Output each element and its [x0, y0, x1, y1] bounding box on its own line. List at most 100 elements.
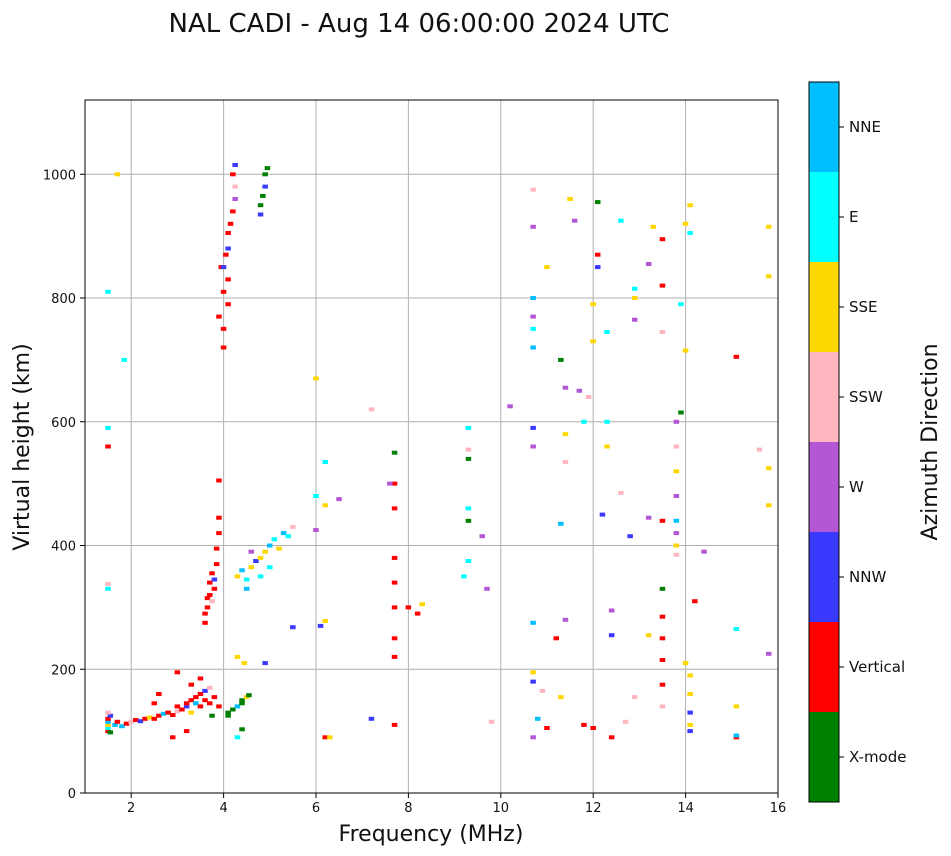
data-point [322, 619, 328, 623]
data-point [257, 212, 264, 217]
data-point [530, 326, 536, 331]
data-point [322, 735, 328, 740]
data-point [419, 602, 425, 607]
data-point [465, 506, 472, 511]
data-point [193, 695, 199, 700]
data-point [530, 425, 536, 430]
y-axis-ticks: 0 200 400 600 800 1000 [43, 168, 85, 802]
data-point [207, 580, 213, 585]
data-point [595, 265, 601, 270]
data-point [530, 620, 536, 625]
data-point [197, 676, 204, 681]
data-point [230, 172, 236, 177]
data-point [608, 633, 615, 638]
data-point [590, 339, 596, 344]
data-point [581, 722, 587, 727]
data-point [137, 719, 144, 724]
colorbar-label: NNE [849, 118, 881, 136]
data-point [571, 218, 578, 223]
data-point [225, 302, 231, 307]
data-point [405, 605, 412, 610]
data-point [285, 534, 291, 539]
data-point [225, 231, 231, 235]
data-point [618, 218, 624, 223]
data-point [678, 302, 684, 307]
data-point [562, 432, 569, 437]
data-point [213, 562, 220, 567]
data-point [151, 701, 157, 706]
data-point [225, 277, 231, 282]
data-point [105, 581, 111, 586]
data-point [207, 701, 213, 706]
data-point [659, 658, 666, 662]
data-point [202, 688, 208, 693]
data-point [232, 184, 238, 189]
data-point [595, 252, 601, 257]
plot-frame [84, 99, 779, 794]
data-point [558, 521, 564, 526]
data-point [544, 726, 550, 730]
y-tick-label: 200 [51, 663, 76, 678]
data-point [687, 729, 693, 734]
y-tick-label: 1000 [43, 168, 76, 183]
data-point [114, 172, 121, 177]
data-point [567, 197, 573, 201]
data-point [105, 716, 111, 721]
data-point [599, 512, 606, 517]
data-point [105, 586, 111, 591]
data-point [264, 166, 271, 171]
data-point [105, 289, 111, 294]
data-point [174, 670, 181, 675]
data-point [234, 574, 241, 579]
data-point [211, 695, 218, 700]
data-point [733, 354, 740, 359]
data-point [645, 262, 652, 266]
data-point [193, 701, 199, 706]
data-point [530, 187, 536, 192]
data-point [114, 719, 121, 724]
data-point [673, 494, 680, 498]
data-point [232, 197, 238, 201]
data-point [267, 565, 273, 570]
colorbar-label: E [849, 208, 858, 226]
data-point [687, 673, 693, 678]
data-point [368, 407, 375, 412]
data-point [391, 580, 398, 585]
data-point [585, 395, 592, 399]
data-point [220, 326, 227, 331]
data-point [211, 586, 218, 591]
data-point [558, 695, 564, 700]
data-point [107, 713, 114, 718]
data-point [216, 704, 222, 709]
data-point [105, 444, 111, 449]
data-points [105, 163, 772, 740]
data-point [232, 163, 238, 167]
colorbar-label: Vertical [849, 658, 905, 676]
data-point [202, 698, 208, 703]
data-point [322, 460, 328, 464]
data-point [645, 633, 652, 638]
data-point [105, 425, 111, 430]
data-point [530, 679, 536, 684]
x-tick-label: 4 [219, 801, 227, 816]
data-point [682, 221, 689, 226]
data-point [105, 722, 111, 727]
data-point [128, 719, 134, 724]
data-point [590, 302, 596, 307]
data-point [276, 546, 282, 551]
data-point [183, 704, 190, 709]
data-point [225, 246, 231, 251]
data-point [678, 410, 684, 415]
data-point [595, 200, 601, 205]
data-point [387, 481, 393, 486]
data-point [280, 531, 287, 536]
data-point [659, 283, 666, 288]
colorbar-label: SSE [849, 298, 878, 316]
data-point [327, 735, 333, 740]
data-point [650, 224, 656, 229]
data-point [257, 574, 264, 579]
y-tick-label: 0 [68, 787, 76, 802]
data-point [290, 524, 296, 529]
data-point [156, 713, 162, 718]
data-point [239, 727, 245, 732]
